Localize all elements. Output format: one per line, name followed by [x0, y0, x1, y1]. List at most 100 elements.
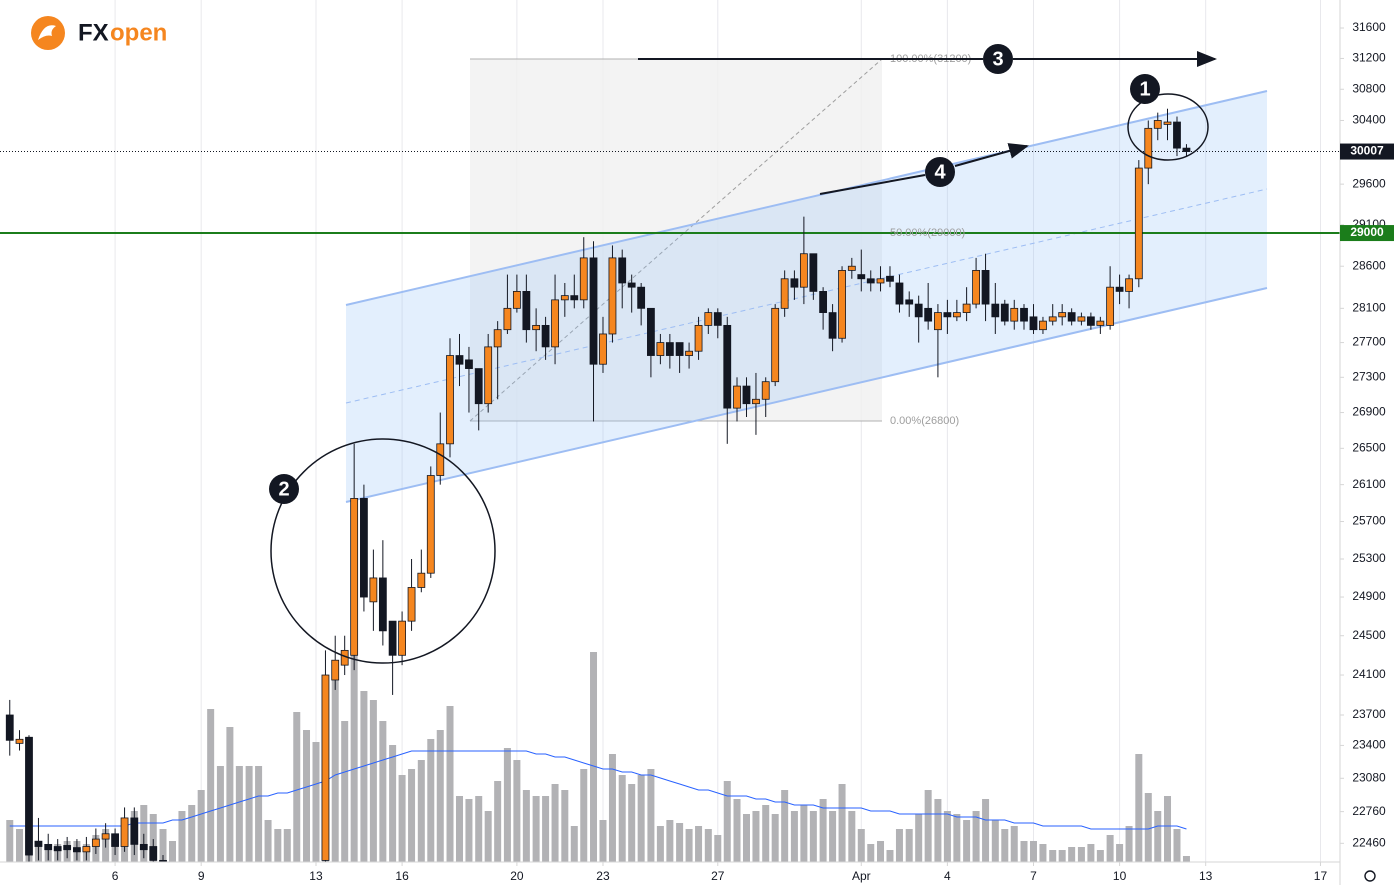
candle-body	[618, 257, 627, 284]
volume-bar	[1029, 841, 1037, 862]
volume-bar	[1039, 844, 1047, 862]
volume-bar	[1096, 850, 1104, 862]
y-tick-label: 27700	[1352, 335, 1386, 349]
volume-bar	[1144, 793, 1152, 862]
volume-bar	[350, 649, 358, 862]
candle-body	[914, 303, 923, 318]
volume-bar	[867, 844, 875, 862]
candle-body	[742, 385, 751, 405]
volume-bar	[551, 784, 559, 862]
candle-body	[991, 303, 1000, 318]
volume-bar	[1173, 829, 1181, 862]
y-tick-label: 24500	[1352, 628, 1386, 642]
volume-ma-line	[9, 750, 1187, 830]
candle-body	[713, 312, 722, 326]
volume-bar	[599, 820, 607, 862]
candle-body	[465, 359, 473, 369]
marker-label: 3	[992, 48, 1003, 70]
volume-bar	[781, 790, 789, 862]
x-tick-label: 27	[711, 869, 725, 883]
candle-body	[522, 291, 531, 331]
volume-bar	[580, 769, 588, 862]
candle-body	[44, 843, 53, 851]
highlight-circle	[270, 438, 496, 664]
volume-bar	[503, 748, 511, 862]
volume-bar	[1010, 826, 1018, 862]
volume-bar	[695, 826, 703, 862]
candle-body	[120, 817, 129, 847]
volume-bar	[283, 829, 291, 862]
volume-bar	[465, 799, 473, 862]
annotations: 100.00%(31200) 50.00%(29000) 0.00%(26800…	[269, 44, 1217, 664]
candle-body	[694, 324, 703, 352]
candle-body	[455, 355, 464, 365]
y-tick-label: 24900	[1352, 589, 1386, 603]
candle-body	[484, 346, 493, 405]
volume-bar	[494, 781, 502, 862]
y-tick-label: 22460	[1352, 835, 1386, 849]
y-tick-label: 26500	[1352, 441, 1386, 455]
candle-body	[1000, 303, 1009, 322]
candle-body	[436, 443, 445, 476]
volume-bar	[608, 754, 616, 862]
volume-bar	[628, 784, 636, 862]
candle-body	[34, 840, 43, 847]
candle-body	[378, 577, 387, 632]
volume-bar	[1058, 850, 1066, 862]
candle-body	[63, 845, 72, 851]
x-tick-label: 13	[1199, 869, 1213, 883]
candle-body	[924, 307, 933, 322]
candle-body	[1144, 127, 1153, 169]
x-tick-label: 6	[112, 869, 119, 883]
fib-label: 0.00%(26800)	[890, 415, 959, 427]
candle-body	[551, 299, 559, 348]
candle-body	[733, 385, 741, 409]
candle-body	[1067, 312, 1076, 322]
volume-bar	[293, 712, 301, 862]
marker-label: 1	[1139, 78, 1150, 100]
volume-bar	[857, 829, 865, 862]
y-tick-label: 30800	[1352, 81, 1386, 95]
volume-bar	[140, 805, 148, 862]
settings-icon[interactable]	[1364, 870, 1376, 882]
candle-body	[685, 350, 693, 356]
channel-mid	[345, 188, 1268, 404]
volume-bar	[934, 799, 942, 862]
volume-bar	[963, 820, 971, 862]
candle-body	[637, 286, 646, 309]
volume-bar	[953, 814, 961, 862]
x-tick-label: 7	[1030, 869, 1037, 883]
marker-label: 4	[934, 161, 946, 183]
candle-body	[331, 659, 340, 681]
volume-bar	[475, 796, 483, 862]
x-tick-label: 4	[944, 869, 951, 883]
volume-bar	[762, 805, 770, 862]
candle-body	[541, 324, 550, 348]
volume-bar	[379, 721, 387, 862]
marker	[925, 157, 955, 187]
candle-body	[895, 282, 904, 305]
volume-bar	[389, 745, 397, 862]
volume-bar	[1020, 841, 1028, 862]
volume-bar	[159, 829, 167, 862]
fib-label: 50.00%(29000)	[890, 227, 965, 239]
volume-bar	[982, 799, 990, 862]
candle-body	[675, 342, 684, 356]
candle-body	[1163, 121, 1172, 125]
price-label: 30007	[1350, 144, 1384, 158]
candle-body	[560, 295, 569, 301]
price-label-bg	[1340, 143, 1394, 160]
marker	[983, 44, 1013, 74]
volume-bar	[561, 790, 569, 862]
fib-trend	[469, 58, 883, 422]
y-tick-label: 31600	[1352, 20, 1386, 34]
volume-bar	[197, 790, 205, 862]
logo-text: FX	[78, 19, 109, 46]
y-tick-label: 25300	[1352, 551, 1386, 565]
candle-body	[1173, 121, 1181, 149]
candle-body	[1134, 167, 1143, 280]
volume-bar	[905, 829, 913, 862]
candle-body	[91, 838, 100, 847]
candle-body	[761, 381, 770, 400]
